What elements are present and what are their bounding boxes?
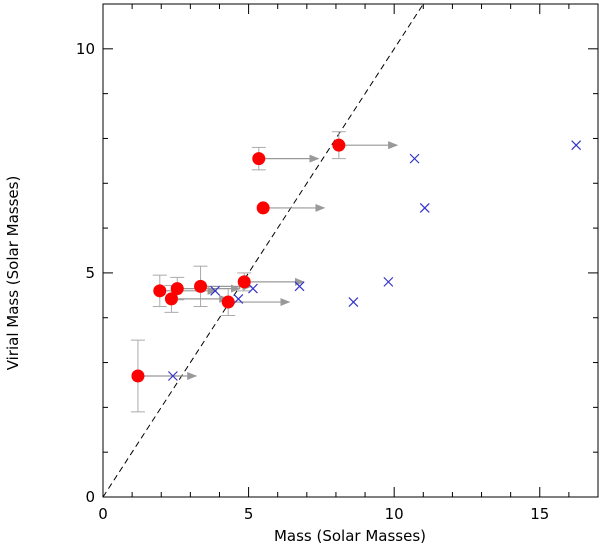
measured-point-2 xyxy=(164,292,178,306)
one-to-one-reference-line xyxy=(103,4,424,497)
y-tick-label: 5 xyxy=(85,264,95,282)
x-stroke-b xyxy=(167,371,178,381)
comparison-point-0 xyxy=(167,371,178,381)
y-tick-label: 10 xyxy=(76,40,95,58)
x-axis-label: Mass (Solar Masses) xyxy=(274,527,426,545)
measured-point-4 xyxy=(194,279,208,293)
x-stroke-b xyxy=(248,283,258,294)
x-stroke-b xyxy=(571,140,582,151)
comparison-point-6 xyxy=(383,276,394,287)
x-stroke-b xyxy=(383,276,394,287)
comparison-point-9 xyxy=(571,140,582,151)
y-tick-label: 0 xyxy=(85,488,95,506)
comparison-marker-layer xyxy=(167,140,582,381)
measured-point-5 xyxy=(221,295,235,309)
measured-point-0 xyxy=(131,369,145,383)
plot-frame xyxy=(102,3,599,498)
comparison-point-3 xyxy=(248,283,258,294)
measured-point-3 xyxy=(170,282,184,296)
measured-point-8 xyxy=(256,201,270,215)
comparison-point-7 xyxy=(409,153,420,164)
x-stroke-b xyxy=(233,293,244,304)
x-stroke-b xyxy=(419,202,430,213)
measured-point-6 xyxy=(237,275,251,289)
arrow-layer xyxy=(137,141,399,380)
errorbar-layer xyxy=(130,131,346,413)
x-tick-label: 10 xyxy=(385,505,404,523)
x-tick-label: 0 xyxy=(98,505,108,523)
measured-point-7 xyxy=(252,152,266,166)
y-axis-label: Virial Mass (Solar Masses) xyxy=(4,176,22,371)
measured-point-9 xyxy=(332,138,346,152)
x-stroke-b xyxy=(348,297,359,307)
comparison-point-5 xyxy=(348,297,359,307)
tick-label-layer: 0 5 10 15 0 5 10 xyxy=(76,40,549,523)
x-tick-label: 15 xyxy=(530,505,549,523)
reference-line-layer xyxy=(103,4,424,497)
measured-point-layer xyxy=(131,138,346,383)
comparison-point-8 xyxy=(419,202,430,213)
x-stroke-b xyxy=(210,285,221,296)
measured-point-1 xyxy=(153,284,167,298)
comparison-point-1 xyxy=(210,285,221,296)
axes-layer xyxy=(102,3,599,498)
comparison-point-4 xyxy=(294,281,305,292)
x-stroke-b xyxy=(294,281,305,292)
comparison-point-2 xyxy=(233,293,244,304)
x-stroke-b xyxy=(409,153,420,164)
x-tick-label: 5 xyxy=(244,505,254,523)
